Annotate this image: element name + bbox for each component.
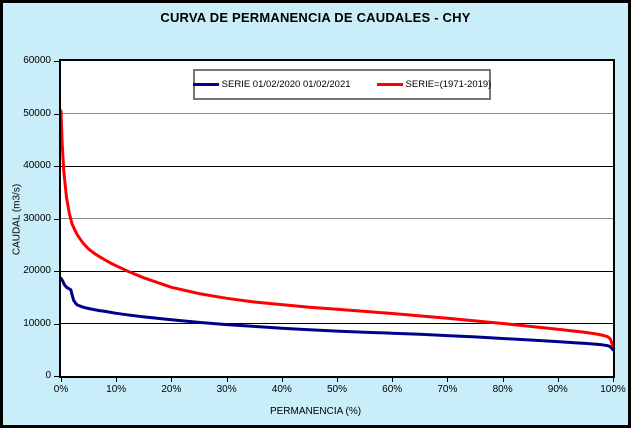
- legend-label-serie-2020-2021: SERIE 01/02/2020 01/02/2021: [221, 79, 351, 90]
- x-tick-mark: [557, 378, 559, 382]
- x-tick-mark: [61, 378, 62, 382]
- x-tick-mark: [171, 378, 173, 382]
- legend-label-serie-1971-2019: SERIE=(1971-2019): [405, 79, 492, 90]
- y-tick-label: 50000: [23, 107, 51, 119]
- x-tick-label: 100%: [600, 384, 626, 395]
- series-line-0: [61, 276, 613, 352]
- y-axis-title: CAUDAL (m3/s): [11, 183, 23, 256]
- plot-area: SERIE 01/02/2020 01/02/2021 SERIE=(1971-…: [59, 59, 615, 378]
- x-tick-label: 70%: [437, 384, 458, 395]
- x-tick-label: 60%: [382, 384, 403, 395]
- x-tick-mark: [502, 378, 504, 382]
- x-tick-label: 20%: [161, 384, 182, 395]
- x-tick-label: 10%: [106, 384, 127, 395]
- x-axis-title: PERMANENCIA (%): [269, 406, 362, 417]
- x-tick-label: 80%: [492, 384, 513, 395]
- series-lines: [61, 109, 613, 352]
- x-tick-mark: [281, 378, 283, 382]
- y-tick-label: 0: [45, 370, 51, 381]
- x-tick-label: 50%: [326, 384, 347, 395]
- x-tick-mark: [226, 378, 228, 382]
- legend-entry-serie-2020-2021: SERIE 01/02/2020 01/02/2021: [192, 79, 351, 90]
- y-tick-label: 40000: [23, 160, 51, 171]
- x-tick-mark: [392, 378, 394, 382]
- x-tick-label: 0%: [53, 384, 69, 395]
- legend-line-swatch-blue: [192, 83, 219, 86]
- y-tick-label: 10000: [23, 317, 51, 329]
- x-tick-label: 30%: [216, 384, 237, 395]
- x-tick-label: 90%: [547, 384, 568, 395]
- legend-line-swatch-red: [376, 83, 403, 86]
- legend: SERIE 01/02/2020 01/02/2021 SERIE=(1971-…: [192, 69, 492, 100]
- series-line-1: [61, 109, 613, 348]
- y-tick-label: 20000: [23, 265, 51, 276]
- x-tick-mark: [613, 378, 614, 382]
- x-tick-label: 40%: [271, 384, 292, 395]
- legend-entry-serie-1971-2019: SERIE=(1971-2019): [376, 79, 492, 90]
- x-tick-mark: [116, 378, 118, 382]
- x-tick-mark: [337, 378, 338, 382]
- y-tick-label: 60000: [23, 55, 51, 66]
- chart-title: CURVA DE PERMANENCIA DE CAUDALES - CHY: [160, 10, 471, 25]
- x-tick-mark: [447, 378, 449, 382]
